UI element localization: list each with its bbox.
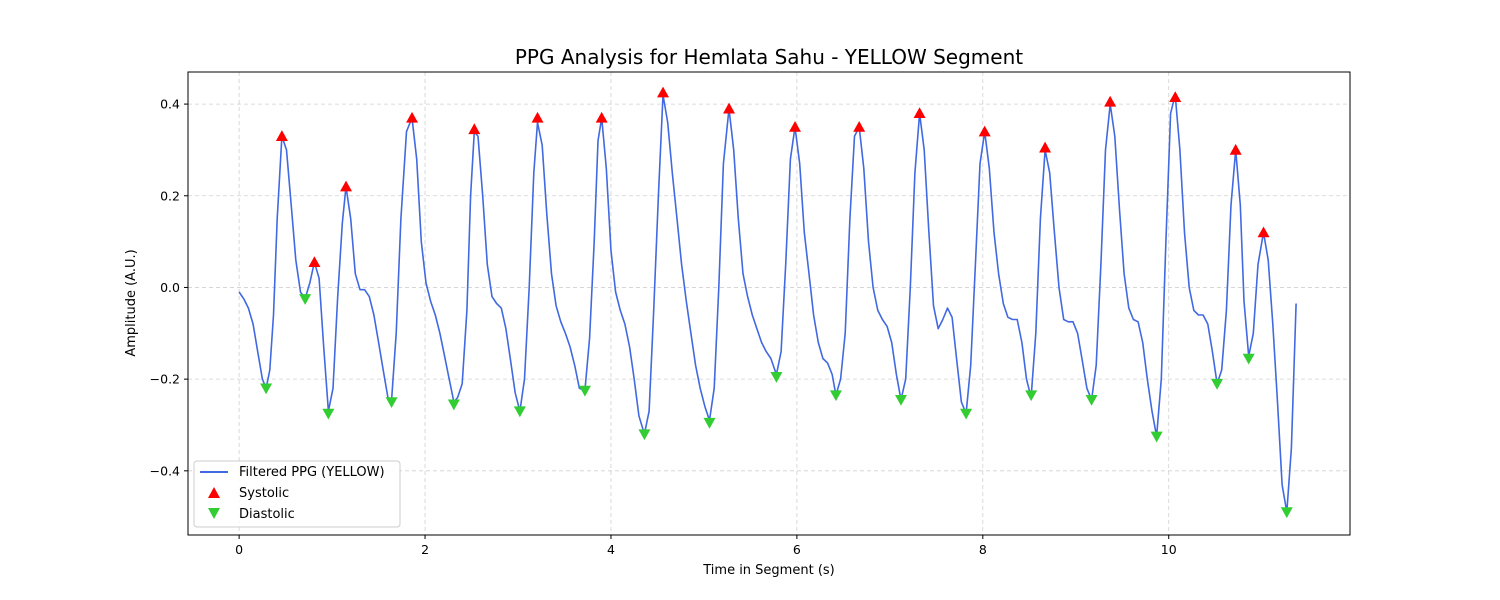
diastolic-marker [770,372,783,383]
y-tick-label: −0.2 [150,372,180,387]
diastolic-marker [1242,353,1255,365]
y-tick-label: 0.0 [160,280,180,295]
x-tick-label: 8 [979,542,987,557]
systolic-marker [531,111,544,123]
diastolic-marker [829,390,842,402]
systolic-marker [468,123,481,135]
peak-markers [260,86,1293,519]
legend-label-diastolic: Diastolic [239,507,295,522]
systolic-marker [1257,226,1270,238]
systolic-marker [1169,91,1182,103]
x-tick-label: 10 [1161,542,1177,557]
diastolic-marker [1150,431,1163,443]
legend-systolic-marker [208,487,220,498]
diastolic-marker [1280,507,1293,519]
y-axis-label: Amplitude (A.U.) [124,249,139,356]
diastolic-marker [1211,378,1224,390]
grid [188,72,1350,535]
systolic-marker [789,121,802,132]
diastolic-marker [447,399,460,411]
y-tick-label: −0.4 [150,463,180,478]
diastolic-marker [299,294,312,305]
legend: Filtered PPG (YELLOW) Systolic Diastolic [193,460,401,528]
x-tick-label: 4 [607,542,615,557]
systolic-marker [657,86,670,98]
y-tick-label: 0.2 [160,188,180,203]
systolic-marker [406,111,419,123]
legend-diastolic-marker [208,508,220,519]
diastolic-marker [578,385,591,397]
legend-label-systolic: Systolic [239,486,289,501]
legend-box [193,460,401,528]
systolic-marker [853,121,866,132]
systolic-marker [595,111,608,123]
diastolic-marker [895,394,908,406]
systolic-marker [340,180,353,192]
diastolic-marker [260,383,273,395]
systolic-marker [978,125,991,137]
diastolic-marker [1025,390,1038,402]
x-tick-label: 0 [235,542,243,557]
y-tick-label: 0.4 [160,97,180,112]
systolic-marker [1039,141,1052,153]
systolic-marker [275,130,288,141]
x-axis-label: Time in Segment (s) [702,563,834,578]
ppg-line-layer [238,94,1297,513]
diastolic-marker [638,429,651,441]
chart-title: PPG Analysis for Hemlata Sahu - YELLOW S… [515,45,1023,69]
axis-ticks: 0 2 4 6 8 10 −0.4 −0.2 0.0 0.2 0.4 [150,97,1177,557]
legend-label-line: Filtered PPG (YELLOW) [239,465,385,480]
diastolic-marker [322,408,335,420]
diastolic-marker [703,417,716,429]
diastolic-marker [960,408,973,420]
systolic-marker [723,102,736,114]
diastolic-marker [385,397,398,409]
diastolic-marker [1085,394,1098,406]
plot-frame [187,71,1351,536]
x-tick-label: 6 [793,542,801,557]
systolic-marker [913,107,926,119]
diastolic-marker [513,406,526,418]
systolic-marker [1104,95,1117,107]
ppg-signal-line [238,94,1297,513]
systolic-marker [1229,143,1242,155]
systolic-marker [308,256,321,268]
x-tick-label: 2 [421,542,429,557]
